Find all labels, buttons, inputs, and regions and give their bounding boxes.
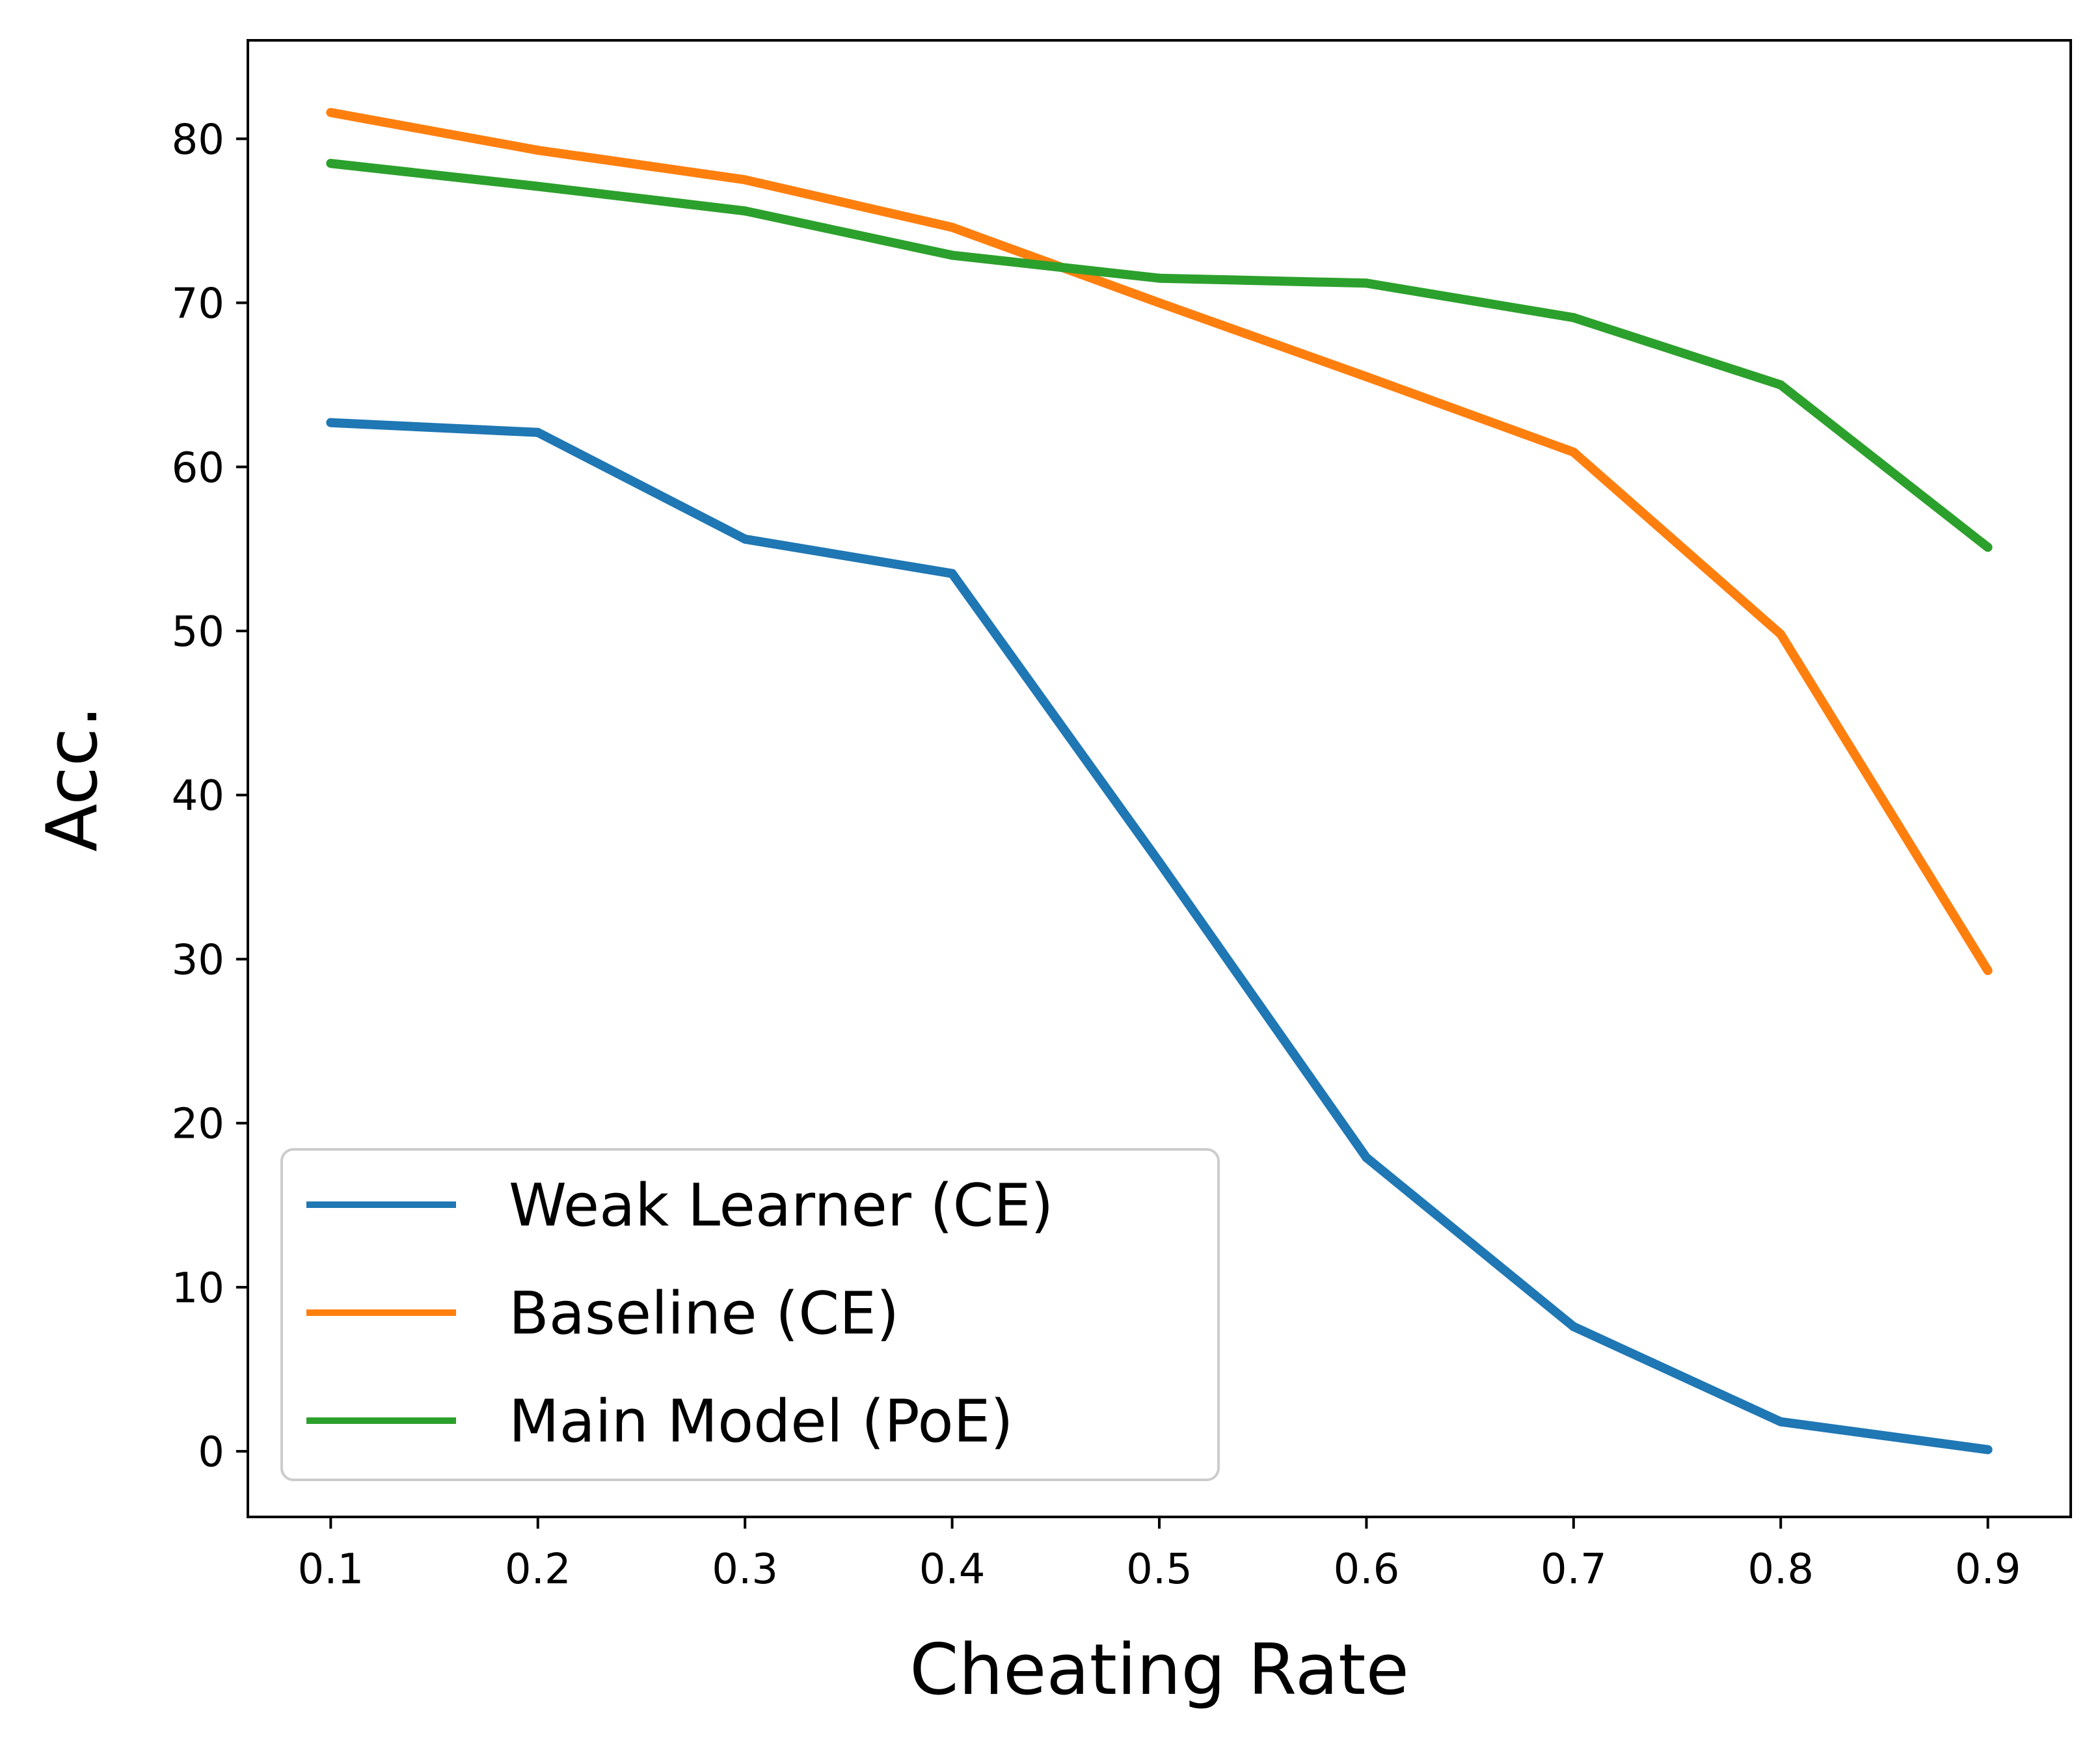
y-tick-label: 20 (172, 1101, 224, 1149)
x-tick-label: 0.1 (297, 1546, 364, 1594)
x-tick-label: 0.8 (1747, 1546, 1814, 1594)
series-point-2-1 (533, 181, 543, 191)
legend-box (280, 1148, 1220, 1481)
legend-label-2: Main Model (PoE) (509, 1387, 1014, 1456)
legend-label-1: Baseline (CE) (509, 1280, 899, 1348)
x-tick-label: 0.2 (505, 1546, 571, 1594)
series-point-0-1 (533, 427, 543, 437)
series-point-2-8 (1983, 543, 1993, 552)
series-point-1-3 (947, 222, 957, 232)
x-tick-label: 0.7 (1541, 1546, 1607, 1594)
y-axis-ticks: 0 10 20 30 40 50 60 70 80 (172, 116, 248, 1477)
series-point-0-2 (740, 534, 750, 544)
x-axis-title: Cheating Rate (909, 1629, 1409, 1711)
y-tick-label: 0 (198, 1428, 224, 1477)
series-point-2-4 (1155, 273, 1164, 283)
series-point-2-2 (740, 206, 750, 216)
x-axis-ticks: 0.1 0.2 0.3 0.4 0.5 0.6 0.7 0.8 0.9 (297, 1517, 2021, 1594)
series-point-1-1 (533, 145, 543, 155)
series-point-0-8 (1983, 1445, 1993, 1454)
y-tick-label: 60 (172, 444, 224, 492)
legend: Weak Learner (CE) Baseline (CE) Main Model… (280, 1148, 1220, 1481)
series-point-1-6 (1568, 448, 1578, 457)
series-point-1-2 (740, 175, 750, 185)
series-point-2-0 (326, 159, 336, 168)
y-tick-label: 30 (172, 936, 224, 984)
series-point-0-3 (947, 569, 957, 578)
series-point-2-7 (1776, 380, 1786, 390)
series-point-0-5 (1362, 1153, 1371, 1162)
series-point-0-6 (1568, 1322, 1578, 1332)
series-point-0-7 (1776, 1417, 1786, 1427)
y-tick-label: 50 (172, 608, 224, 656)
legend-label-0: Weak Learner (CE) (509, 1172, 1053, 1240)
series-point-2-3 (947, 250, 957, 260)
series-point-0-0 (326, 418, 336, 427)
series-point-1-8 (1983, 966, 1993, 976)
series-layer (326, 107, 1993, 1454)
series-point-0-4 (1155, 857, 1164, 867)
x-tick-label: 0.5 (1126, 1546, 1192, 1594)
series-point-1-0 (326, 107, 336, 117)
series-point-1-5 (1362, 372, 1371, 382)
y-tick-label: 10 (172, 1265, 224, 1313)
x-tick-label: 0.9 (1955, 1546, 2021, 1594)
x-tick-label: 0.4 (919, 1546, 986, 1594)
x-tick-label: 0.3 (712, 1546, 778, 1594)
y-tick-label: 40 (172, 772, 224, 820)
series-point-1-4 (1155, 298, 1164, 308)
series-point-2-5 (1362, 278, 1371, 288)
series-point-2-6 (1568, 313, 1578, 323)
y-tick-label: 80 (172, 116, 224, 164)
y-axis-title: Acc. (32, 705, 113, 851)
series-point-1-7 (1776, 630, 1786, 639)
y-tick-label: 70 (172, 280, 224, 328)
x-tick-label: 0.6 (1334, 1546, 1400, 1594)
